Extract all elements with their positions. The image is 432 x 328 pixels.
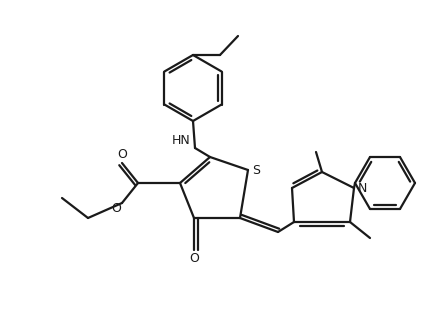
Text: O: O [111,201,121,215]
Text: S: S [252,163,260,176]
Text: HN: HN [172,133,191,147]
Text: N: N [358,181,367,195]
Text: O: O [117,148,127,160]
Text: O: O [189,253,199,265]
